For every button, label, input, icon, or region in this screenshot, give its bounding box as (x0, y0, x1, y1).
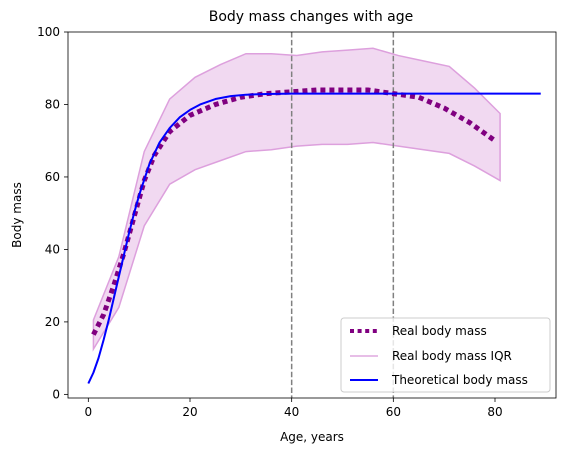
plot-frame (67, 31, 557, 399)
series-band-real-body-mass-iqr (92, 47, 501, 352)
y-tick-label: 60 (45, 170, 60, 184)
y-axis-ticks: 0 20 40 60 80 100 (37, 25, 68, 401)
legend-box (340, 317, 551, 393)
series-line-theoretical-body-mass (87, 92, 541, 384)
legend-label-theoretical-body-mass: Theoretical body mass (391, 373, 528, 387)
x-tick-label: 60 (386, 405, 401, 419)
x-axis-ticks: 0 20 40 60 80 (85, 398, 503, 419)
legend-label-real-body-mass-iqr: Real body mass IQR (392, 349, 512, 363)
x-tick-label: 0 (85, 405, 93, 419)
legend: Real body mass Real body mass IQR Theore… (340, 317, 551, 393)
y-tick-label: 80 (45, 97, 60, 111)
x-tick-label: 80 (487, 405, 502, 419)
chart-title: Body mass changes with age (209, 9, 414, 25)
y-tick-label: 40 (45, 242, 60, 256)
y-tick-label: 0 (52, 387, 60, 401)
x-tick-label: 20 (182, 405, 197, 419)
y-tick-label: 100 (37, 25, 60, 39)
band-layer (92, 47, 501, 352)
legend-label-real-body-mass: Real body mass (392, 324, 487, 338)
y-tick-label: 20 (45, 315, 60, 329)
line-layer (87, 87, 541, 384)
x-tick-label: 40 (284, 405, 299, 419)
plot-area (87, 32, 541, 398)
x-axis-label: Age, years (280, 430, 344, 444)
y-axis-label: Body mass (10, 182, 24, 248)
